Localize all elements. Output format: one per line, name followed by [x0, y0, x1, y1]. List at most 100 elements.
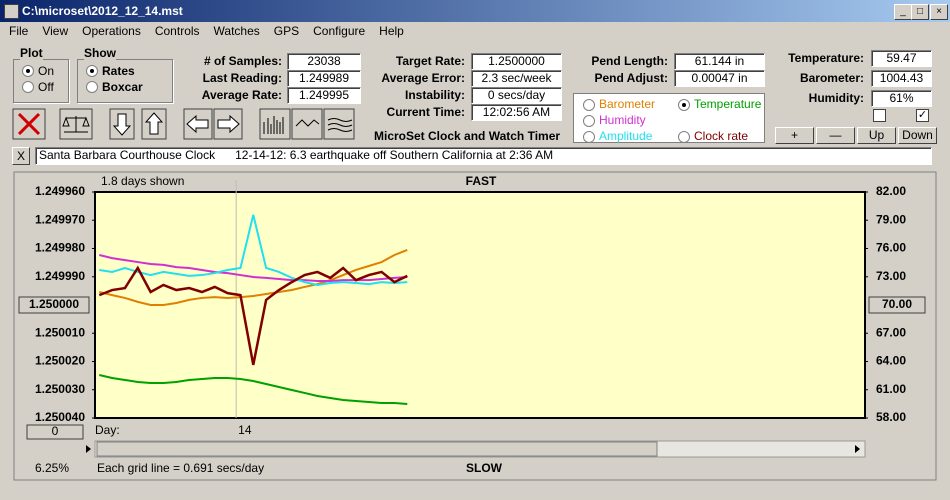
y-tick-label: 1.250030 — [35, 382, 85, 396]
menu-item[interactable]: Watches — [213, 24, 260, 38]
legend-label[interactable]: Amplitude — [599, 129, 653, 143]
field-label: Temperature: — [788, 51, 864, 65]
note[interactable]: Santa Barbara Courthouse Clock 12-14-12:… — [35, 147, 932, 165]
icon-scale — [62, 116, 90, 133]
series-radio-dot — [682, 103, 686, 107]
y-tick-label: 1.249960 — [35, 184, 85, 198]
legend-label[interactable]: Humidity — [599, 113, 646, 127]
series-line — [99, 214, 408, 286]
checkbox[interactable] — [873, 109, 886, 122]
note-close[interactable]: X — [12, 147, 30, 165]
offset-button-label[interactable]: 0 — [52, 424, 59, 438]
field-value: 2.3 sec/week — [471, 70, 562, 87]
y2-ref-label: 70.00 — [882, 297, 912, 311]
y2-tick-label: 82.00 — [876, 184, 906, 198]
field-value: 59.47 — [871, 50, 932, 67]
radio-dot — [90, 69, 94, 73]
legend-label[interactable]: Barometer — [599, 97, 656, 111]
checkbox-checked[interactable]: ✓ — [916, 109, 929, 122]
icon-x — [17, 112, 41, 136]
y2-tick-label: 61.00 — [876, 382, 906, 396]
series-radio[interactable] — [583, 115, 595, 127]
field-value: 23038 — [287, 53, 361, 70]
show-group — [77, 59, 173, 103]
menu-item[interactable]: File — [9, 24, 29, 38]
radio[interactable] — [86, 81, 98, 93]
close[interactable]: × — [930, 4, 948, 20]
y2-tick-label: 79.00 — [876, 212, 906, 226]
menu-item[interactable]: Operations — [82, 24, 141, 38]
button[interactable]: Up — [857, 127, 896, 144]
series-line — [99, 248, 408, 306]
y-ref-button[interactable] — [18, 296, 90, 314]
tool-button[interactable] — [259, 108, 291, 140]
minimize[interactable]: _ — [894, 4, 912, 20]
y2-tick-label: 64.00 — [876, 354, 906, 368]
scroll-thumb[interactable] — [96, 441, 658, 457]
y-tick-label: 1.249980 — [35, 241, 85, 255]
radio-label: Boxcar — [102, 80, 143, 94]
legend-label[interactable]: Temperature — [694, 97, 762, 111]
show-group-title: Show — [84, 46, 116, 60]
offset-button[interactable] — [26, 424, 84, 440]
slow-label: SLOW — [466, 461, 503, 475]
field-label: Current Time: — [386, 105, 465, 119]
field-value: 12:02:56 AM — [471, 104, 562, 121]
field-value: 61.144 in — [674, 53, 765, 70]
field-label: Average Rate: — [201, 88, 282, 102]
series-radio[interactable] — [583, 131, 595, 143]
radio-label: Off — [38, 80, 54, 94]
field-value: 0 secs/day — [471, 87, 562, 104]
field-value: 61% — [871, 90, 932, 107]
menu-item[interactable]: Controls — [154, 24, 200, 38]
field-label: Last Reading: — [202, 71, 282, 85]
tool-button[interactable] — [291, 108, 323, 140]
field-label: Pend Length: — [591, 54, 668, 68]
menu-bar: File View Operations Controls Watches GPS Conf… — [2, 24, 411, 40]
field-value: 0.00047 in — [674, 70, 765, 87]
field-label: Humidity: — [808, 91, 864, 105]
field-value: 1004.43 — [871, 70, 932, 87]
menu-item[interactable]: Help — [379, 24, 404, 38]
y-tick-label: 1.250040 — [35, 410, 85, 424]
percent: 6.25% — [35, 461, 69, 475]
field-label: # of Samples: — [203, 54, 282, 68]
toolbar — [12, 108, 355, 140]
y-tick-label: 1.250010 — [35, 325, 85, 339]
y-tick-label: 1.249970 — [35, 212, 85, 226]
y2-tick-label: 76.00 — [876, 241, 906, 255]
fast-label: FAST — [466, 174, 497, 188]
y-ref-label: 1.250000 — [29, 297, 79, 311]
tool-button[interactable] — [323, 108, 355, 140]
window-title: C:\microset\2012_12_14.mst — [22, 4, 183, 18]
title-bar: C:\microset\2012_12_14.mst — [0, 0, 950, 22]
legend-label[interactable]: Clock rate — [694, 129, 749, 143]
maximize[interactable]: □ — [911, 4, 929, 20]
button[interactable]: Down — [898, 127, 937, 144]
series-radio[interactable] — [583, 99, 595, 111]
days-shown: 1.8 days shown — [101, 174, 184, 188]
x-tick-label: 14 — [238, 423, 252, 437]
field-label: Barometer: — [799, 71, 864, 85]
grid-note: Each grid line = 0.691 secs/day — [97, 461, 264, 475]
icon-plots — [263, 116, 353, 134]
plot-select — [573, 93, 765, 143]
menu-item[interactable]: GPS — [273, 24, 300, 38]
button[interactable]: + — [775, 127, 814, 144]
app-title: MicroSet Clock and Watch Timer — [374, 129, 561, 143]
series-line — [98, 265, 408, 366]
button[interactable]: — — [816, 127, 855, 144]
radio-label: Rates — [102, 64, 135, 78]
series-line — [99, 373, 408, 405]
menu-item[interactable]: View — [42, 24, 69, 38]
icon-arrows — [112, 112, 240, 136]
plot-area — [94, 191, 866, 419]
series-radio[interactable] — [678, 131, 690, 143]
radio[interactable] — [22, 81, 34, 93]
menu-item[interactable]: Configure — [313, 24, 366, 38]
radio-dot — [26, 69, 30, 73]
y2-tick-label: 73.00 — [876, 269, 906, 283]
y-tick-label: 1.249990 — [35, 269, 85, 283]
y2-ref-button[interactable] — [868, 296, 926, 314]
